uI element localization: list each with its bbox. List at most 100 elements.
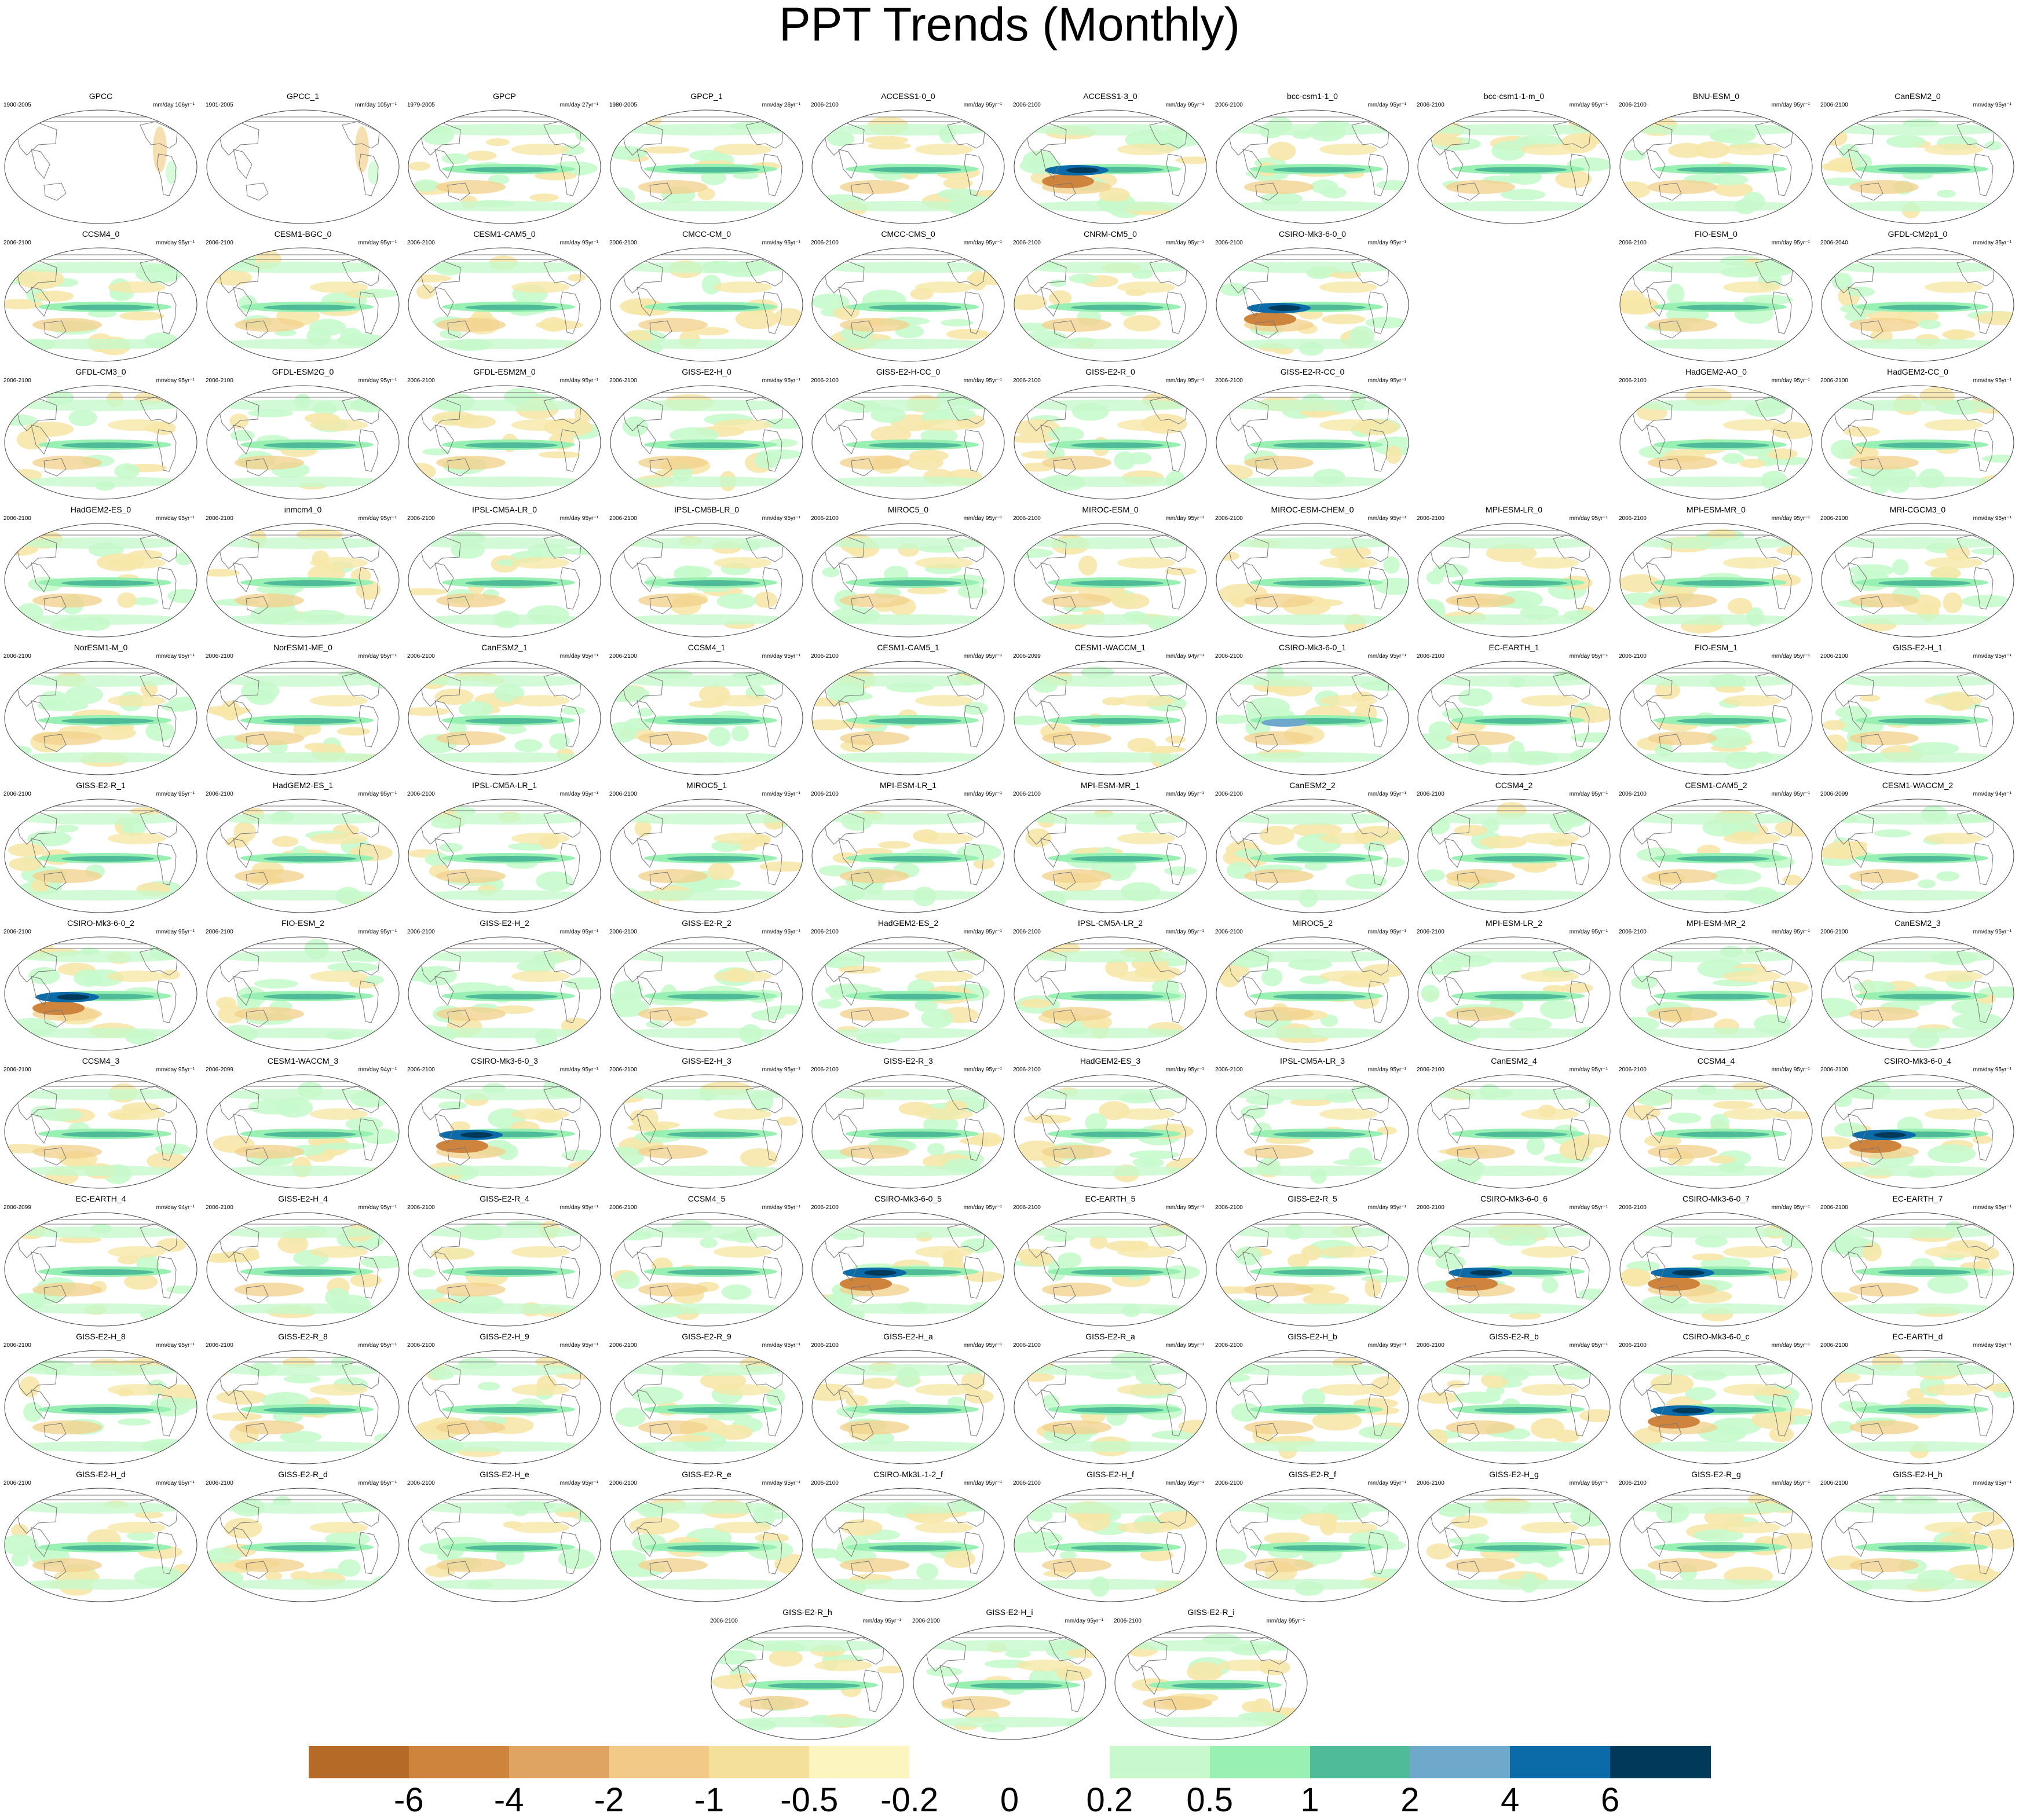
panel-title: GISS-E2-R_1: [76, 781, 126, 790]
panel-title: bcc-csm1-1-m_0: [1483, 91, 1545, 101]
world-map: [1014, 799, 1207, 913]
world-map: [1014, 661, 1207, 775]
panel-units: mm/day 95yr⁻¹: [1973, 378, 2011, 384]
map-panel: CESM1-WACCM_3 2006-2099 mm/day 94yr⁻¹: [202, 1056, 404, 1194]
map-panel: GISS-E2-R_5 2006-2100 mm/day 95yr⁻¹: [1212, 1194, 1413, 1332]
panel-period: 2006-2100: [609, 378, 637, 384]
map-panel: FIO-ESM_2 2006-2100 mm/day 95yr⁻¹: [202, 918, 404, 1056]
panel-title: ACCESS1-0_0: [881, 91, 935, 101]
panel-title: CSIRO-Mk3L-1-2_f: [873, 1470, 943, 1479]
panel-title: GISS-E2-R_b: [1489, 1332, 1539, 1341]
map-panel: GISS-E2-R_9 2006-2100 mm/day 95yr⁻¹: [606, 1332, 807, 1470]
map-panel: CSIRO-Mk3-6-0_3 2006-2100 mm/day 95yr⁻¹: [404, 1056, 605, 1194]
world-map: [610, 523, 803, 638]
world-map: [1417, 523, 1611, 638]
panel-units: mm/day 95yr⁻¹: [156, 1067, 195, 1073]
map-panel: CanESM2_4 2006-2100 mm/day 95yr⁻¹: [1413, 1056, 1615, 1194]
map-panel: HadGEM2-ES_0 2006-2100 mm/day 95yr⁻¹: [0, 505, 202, 643]
world-map: [1417, 109, 1611, 224]
panel-period: 2006-2100: [1820, 378, 1848, 384]
world-map: [610, 385, 803, 500]
panel-period: 2006-2100: [609, 515, 637, 522]
panel-units: mm/day 95yr⁻¹: [358, 240, 397, 246]
panel-period: 2006-2100: [811, 1204, 839, 1211]
map-panel: CMCC-CMS_0 2006-2100 mm/day 95yr⁻¹: [807, 229, 1009, 367]
map-panel: CanESM2_3 2006-2100 mm/day 95yr⁻¹: [1817, 918, 2018, 1056]
panel-title: CSIRO-Mk3-6-0_4: [1884, 1056, 1951, 1065]
map-panel: CSIRO-Mk3-6-0_c 2006-2100 mm/day 95yr⁻¹: [1615, 1332, 1817, 1470]
map-panel: GFDL-CM2p1_0 2006-2040 mm/day 35yr⁻¹: [1817, 229, 2018, 367]
world-map: [4, 1074, 197, 1189]
panel-units: mm/day 95yr⁻¹: [156, 515, 195, 522]
panel-units: mm/day 95yr⁻¹: [1973, 1204, 2011, 1211]
panel-period: 2006-2100: [1013, 515, 1041, 522]
world-map: [4, 799, 197, 913]
panel-units: mm/day 95yr⁻¹: [762, 653, 800, 660]
panel-period: 2006-2100: [1619, 1067, 1647, 1073]
panel-title: CSIRO-Mk3-6-0_1: [1279, 643, 1346, 652]
map-panel: EC-EARTH_7 2006-2100 mm/day 95yr⁻¹: [1817, 1194, 2018, 1332]
map-panel: CSIRO-Mk3-6-0_2 2006-2100 mm/day 95yr⁻¹: [0, 918, 202, 1056]
map-panel: GISS-E2-R_4 2006-2100 mm/day 95yr⁻¹: [404, 1194, 605, 1332]
world-map: [206, 799, 400, 913]
panel-period: 2006-2100: [609, 929, 637, 935]
panel-period: 2006-2100: [206, 240, 233, 246]
panel-period: 2006-2100: [609, 653, 637, 660]
world-map: [1014, 385, 1207, 500]
world-map: [1821, 385, 2014, 500]
panel-title: GISS-E2-R_f: [1289, 1470, 1336, 1479]
panel-period: 2006-2100: [1215, 929, 1243, 935]
map-panel: GISS-E2-H_8 2006-2100 mm/day 95yr⁻¹: [0, 1332, 202, 1470]
map-panel: MPI-ESM-LR_0 2006-2100 mm/day 95yr⁻¹: [1413, 505, 1615, 643]
map-panel: HadGEM2-CC_0 2006-2100 mm/day 95yr⁻¹: [1817, 367, 2018, 505]
colorbar-tick-label: -0.2: [880, 1781, 939, 1819]
panel-units: mm/day 95yr⁻¹: [1367, 1342, 1406, 1349]
map-panel: GISS-E2-R_i 2006-2100 mm/day 95yr⁻¹: [1110, 1607, 1312, 1745]
panel-period: 2006-2100: [3, 240, 31, 246]
panel-title: CESM1-WACCM_2: [1882, 781, 1954, 790]
panel-title: GPCC_1: [286, 91, 320, 101]
map-panel: MPI-ESM-LR_2 2006-2100 mm/day 95yr⁻¹: [1413, 918, 1615, 1056]
panel-title: GISS-E2-H_4: [278, 1194, 328, 1203]
map-panel: GISS-E2-R_a 2006-2100 mm/day 95yr⁻¹: [1010, 1332, 1211, 1470]
panel-period: 2006-2100: [1619, 1342, 1647, 1349]
panel-title: EC-EARTH_1: [1488, 643, 1539, 652]
panel-units: mm/day 95yr⁻¹: [1771, 102, 1810, 108]
world-map: [610, 1212, 803, 1327]
panel-period: 2006-2100: [1820, 929, 1848, 935]
map-panel: HadGEM2-AO_0 2006-2100 mm/day 95yr⁻¹: [1615, 367, 1817, 505]
panel-title: IPSL-CM5A-LR_3: [1279, 1056, 1345, 1065]
panel-title: CMCC-CM_0: [682, 229, 731, 239]
map-panel: FIO-ESM_1 2006-2100 mm/day 95yr⁻¹: [1615, 643, 1817, 781]
panel-grid: GPCC 1900-2005 mm/day 106yr⁻¹ GPCC_1 1901-20…: [0, 91, 2018, 1740]
panel-title: CSIRO-Mk3-6-0_6: [1480, 1194, 1548, 1203]
map-panel: EC-EARTH_1 2006-2100 mm/day 95yr⁻¹: [1413, 643, 1615, 781]
world-map: [811, 523, 1005, 638]
panel-units: mm/day 95yr⁻¹: [1973, 653, 2011, 660]
world-map: [206, 247, 400, 362]
panel-period: 2006-2100: [912, 1618, 940, 1624]
colorbar-swatch: [1310, 1746, 1411, 1778]
map-panel: GISS-E2-H_b 2006-2100 mm/day 95yr⁻¹: [1212, 1332, 1413, 1470]
panel-units: mm/day 95yr⁻¹: [1973, 1342, 2011, 1349]
panel-period: 2006-2100: [811, 791, 839, 797]
world-map: [1216, 1488, 1409, 1602]
map-panel: MIROC5_1 2006-2100 mm/day 95yr⁻¹: [606, 781, 807, 918]
panel-units: mm/day 95yr⁻¹: [762, 240, 800, 246]
panel-units: mm/day 95yr⁻¹: [559, 1067, 598, 1073]
world-map: [1216, 1212, 1409, 1327]
panel-period: 2006-2099: [206, 1067, 233, 1073]
panel-period: 2006-2100: [1215, 1342, 1243, 1349]
panel-units: mm/day 95yr⁻¹: [1569, 1480, 1608, 1486]
panel-period: 2006-2100: [1013, 1480, 1041, 1486]
colorbar: [309, 1746, 1711, 1778]
map-panel: MPI-ESM-MR_2 2006-2100 mm/day 95yr⁻¹: [1615, 918, 1817, 1056]
panel-title: MIROC-ESM_0: [1082, 505, 1139, 514]
panel-units: mm/day 95yr⁻¹: [156, 378, 195, 384]
panel-units: mm/day 95yr⁻¹: [762, 1067, 800, 1073]
panel-units: mm/day 95yr⁻¹: [559, 791, 598, 797]
panel-title: MPI-ESM-LR_0: [1485, 505, 1543, 514]
panel-units: mm/day 27yr⁻¹: [559, 102, 598, 108]
world-map: [1619, 1212, 1813, 1327]
map-panel: MIROC-ESM-CHEM_0 2006-2100 mm/day 95yr⁻¹: [1212, 505, 1413, 643]
